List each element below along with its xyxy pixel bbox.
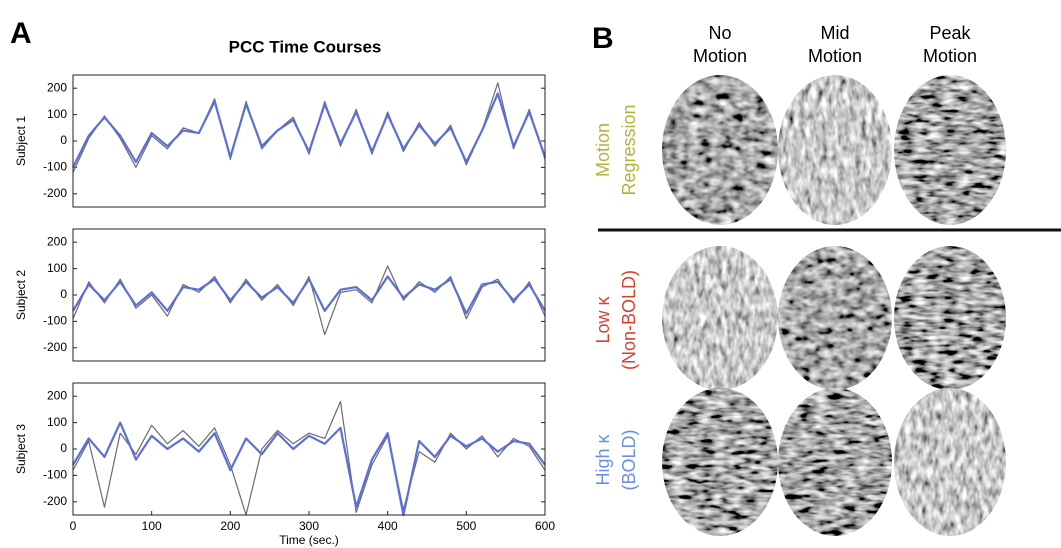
y-tick-label: -100 bbox=[43, 468, 67, 482]
row-label: (Non-BOLD) bbox=[619, 270, 639, 370]
y-axis-label: Subject 1 bbox=[14, 116, 28, 166]
series-line bbox=[72, 92, 547, 168]
column-header: Peak bbox=[929, 23, 971, 43]
x-tick-label: 200 bbox=[220, 519, 240, 533]
series-line bbox=[72, 265, 546, 336]
column-header: Mid bbox=[820, 23, 849, 43]
column-header: No bbox=[708, 23, 731, 43]
series-line bbox=[72, 400, 546, 516]
column-header: Motion bbox=[808, 46, 862, 66]
plot-frame bbox=[72, 74, 546, 208]
brain-image bbox=[662, 388, 778, 536]
y-tick-label: 200 bbox=[47, 388, 67, 402]
plot-frame bbox=[72, 228, 546, 362]
brain-grid bbox=[662, 75, 1006, 536]
y-tick-label: -200 bbox=[43, 340, 67, 354]
y-axis-label: Subject 3 bbox=[14, 424, 28, 474]
brain-image bbox=[778, 246, 892, 390]
y-tick-label: 200 bbox=[47, 234, 67, 248]
y-tick-label: 0 bbox=[60, 133, 67, 147]
row-label: Motion bbox=[593, 123, 613, 177]
panel-title: PCC Time Courses bbox=[229, 37, 382, 56]
x-tick-label: 500 bbox=[456, 519, 476, 533]
panel-label: B bbox=[592, 22, 614, 55]
series-line bbox=[72, 275, 546, 315]
x-axis-label: Time (sec.) bbox=[279, 533, 339, 547]
plot-frame bbox=[72, 382, 546, 516]
y-tick-label: 200 bbox=[47, 80, 67, 94]
y-tick-label: -100 bbox=[43, 314, 67, 328]
column-header: Motion bbox=[693, 46, 747, 66]
x-tick-label: 100 bbox=[142, 519, 162, 533]
row-label: Low κ bbox=[593, 295, 613, 343]
brain-image bbox=[894, 388, 1006, 536]
brain-image bbox=[778, 388, 892, 536]
brain-image bbox=[778, 75, 892, 225]
y-tick-label: -100 bbox=[43, 160, 67, 174]
brain-image bbox=[894, 246, 1006, 390]
series-line bbox=[72, 82, 546, 173]
y-tick-label: -200 bbox=[43, 494, 67, 508]
brain-image bbox=[662, 75, 778, 225]
column-header: Motion bbox=[923, 46, 977, 66]
y-tick-label: 100 bbox=[47, 107, 67, 121]
panel-label: A bbox=[10, 17, 32, 50]
y-axis-label: Subject 2 bbox=[14, 270, 28, 320]
x-tick-label: 0 bbox=[70, 519, 77, 533]
y-tick-label: 0 bbox=[60, 287, 67, 301]
brain-image bbox=[894, 75, 1006, 225]
x-tick-label: 600 bbox=[535, 519, 555, 533]
row-label: Regression bbox=[619, 104, 639, 195]
x-tick-label: 400 bbox=[378, 519, 398, 533]
y-tick-label: 0 bbox=[60, 441, 67, 455]
row-label: (BOLD) bbox=[619, 429, 639, 490]
series-line bbox=[72, 421, 546, 517]
brain-image bbox=[662, 246, 778, 390]
y-tick-label: 100 bbox=[47, 415, 67, 429]
row-label: High κ bbox=[593, 433, 613, 485]
x-tick-label: 300 bbox=[299, 519, 319, 533]
y-tick-label: 100 bbox=[47, 261, 67, 275]
y-tick-label: -200 bbox=[43, 186, 67, 200]
